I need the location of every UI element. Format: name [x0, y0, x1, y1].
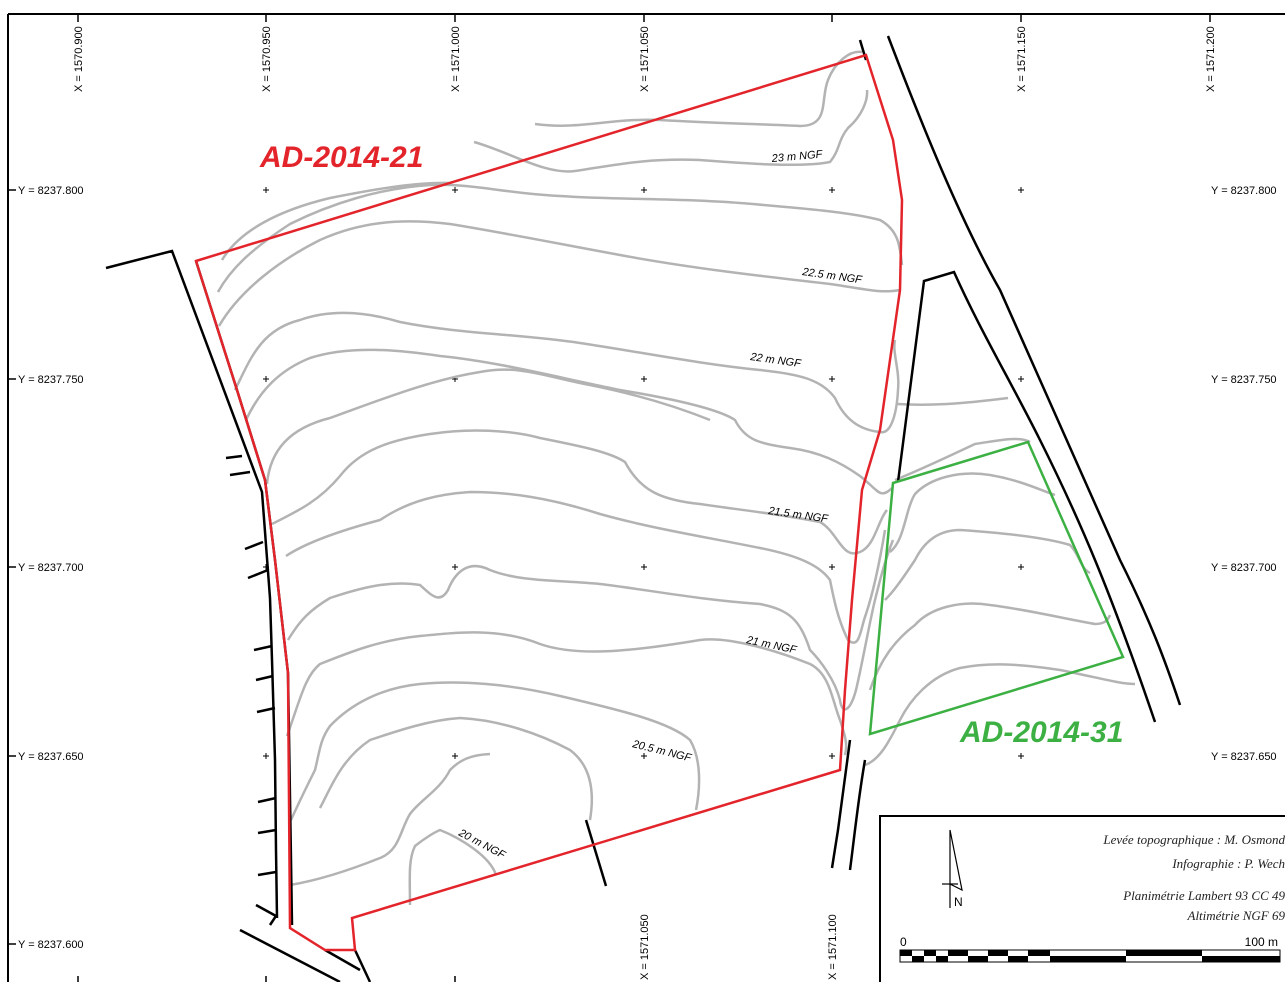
contour-line — [534, 50, 863, 128]
map-frame — [7, 13, 1285, 982]
contour-line — [884, 528, 1091, 601]
x-label: X = 1570.900 — [73, 26, 85, 92]
contour-line — [233, 311, 900, 434]
y-axis-labels-right: Y = 8237.800 Y = 8237.750 Y = 8237.700 Y… — [1211, 185, 1277, 763]
x-label: X = 1571.150 — [1016, 26, 1028, 92]
x-axis-labels-bottom: X = 1571.050 X = 1571.100 — [639, 914, 839, 980]
contour-line — [220, 181, 451, 261]
parcel-label-ad-2014-31: AD-2014-31 — [959, 716, 1123, 749]
road-edge — [225, 454, 277, 877]
y-label: Y = 8237.750 — [1211, 374, 1277, 386]
x-label: X = 1570.950 — [261, 26, 273, 92]
x-label: X = 1571.200 — [1205, 26, 1217, 92]
grid-ticks — [8, 14, 1211, 982]
contour-line — [289, 752, 491, 887]
y-label: Y = 8237.600 — [18, 939, 84, 951]
contour-line — [217, 220, 901, 327]
scale-end-label: 100 m — [1245, 935, 1278, 949]
x-label: X = 1571.050 — [639, 914, 651, 980]
contour-line — [271, 429, 888, 555]
contour-line — [473, 89, 869, 173]
contour-line — [318, 716, 594, 821]
contour-line — [896, 396, 1009, 406]
road-edge — [239, 928, 341, 982]
road-edge — [584, 819, 608, 887]
contour-labels: 23 m NGF 22.5 m NGF 22 m NGF 21.5 m NGF … — [456, 149, 864, 863]
contour-label: 23 m NGF — [770, 149, 824, 166]
contour-line — [244, 348, 893, 495]
parcel-label-ad-2014-21: AD-2014-21 — [259, 141, 423, 174]
y-label: Y = 8237.650 — [18, 751, 84, 763]
north-arrow-icon — [942, 829, 963, 908]
contour-line — [408, 828, 498, 906]
credit-graphics: Infographie : P. Wech — [1171, 856, 1285, 871]
y-label: Y = 8237.800 — [18, 185, 84, 197]
credit-survey: Levée topographique : M. Osmond — [1102, 832, 1285, 847]
contour-line — [894, 437, 1031, 482]
planimetry-text: Planimétrie Lambert 93 CC 49 — [1122, 888, 1285, 903]
contour-line — [289, 681, 701, 821]
north-label: N — [954, 895, 963, 909]
road-edge — [105, 249, 279, 919]
y-axis-labels-left: Y = 8237.800 Y = 8237.750 Y = 8237.700 Y… — [18, 185, 84, 951]
contour-line — [216, 183, 904, 293]
scale-start-label: 0 — [900, 935, 907, 949]
contour-label: 21.5 m NGF — [767, 505, 830, 526]
road-edge — [353, 949, 372, 982]
road-edge — [886, 35, 1182, 706]
grid-crosses — [263, 187, 1024, 759]
parcel-ad-2014-21-boundary — [194, 53, 904, 952]
road-edge — [896, 270, 1157, 723]
y-label: Y = 8237.700 — [1211, 562, 1277, 574]
contour-lines — [216, 50, 1136, 906]
scale-bar — [899, 949, 1281, 963]
x-label: X = 1571.050 — [639, 26, 651, 92]
contour-label: 22 m NGF — [749, 351, 803, 370]
y-label: Y = 8237.700 — [18, 562, 84, 574]
road-edge — [830, 739, 852, 869]
contour-label: 20.5 m NGF — [630, 738, 693, 765]
x-label: X = 1571.000 — [450, 26, 462, 92]
legend-box: N Levée topographique : M. Osmond Infogr… — [879, 815, 1285, 982]
road-edge — [255, 903, 278, 926]
x-axis-labels-top: X = 1570.900 X = 1570.950 X = 1571.000 X… — [73, 26, 1217, 92]
y-label: Y = 8237.800 — [1211, 185, 1277, 197]
road-edge — [324, 948, 361, 972]
y-label: Y = 8237.750 — [18, 374, 84, 386]
parcel-ad-2014-31-boundary — [868, 440, 1125, 736]
contour-line — [265, 368, 711, 485]
road-edges — [105, 35, 1182, 982]
contour-line — [864, 663, 1136, 767]
y-label: Y = 8237.650 — [1211, 751, 1277, 763]
contour-line — [868, 602, 1112, 691]
road-edge — [848, 759, 867, 871]
road-edge — [858, 39, 868, 61]
contour-line — [285, 490, 887, 644]
contour-line — [286, 539, 895, 711]
contour-label: 21 m NGF — [744, 634, 798, 657]
contour-line — [889, 472, 1056, 553]
altimetry-text: Altimétrie NGF 69 — [1187, 908, 1285, 923]
contour-line — [285, 631, 848, 756]
x-label: X = 1571.100 — [827, 914, 839, 980]
